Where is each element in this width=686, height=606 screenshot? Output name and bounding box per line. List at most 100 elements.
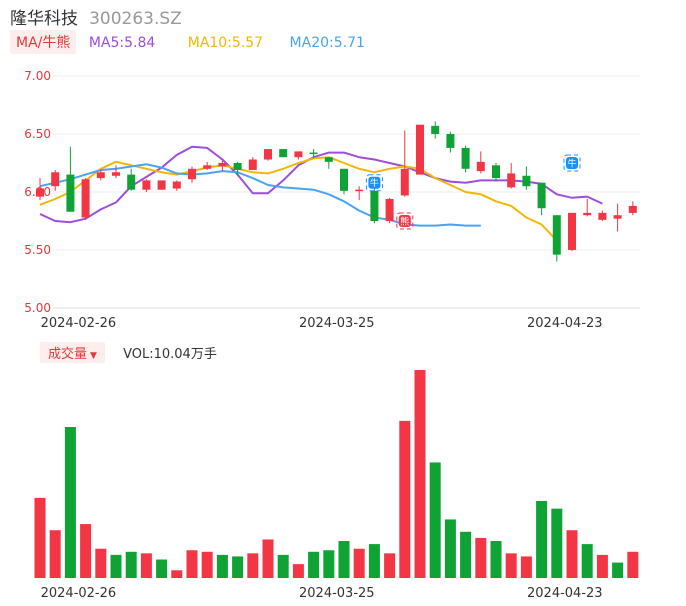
volume-bar	[384, 553, 396, 578]
marker-label: 牛	[370, 177, 379, 189]
x-tick-label: 2024-04-23	[527, 316, 603, 331]
ma-indicator-tab[interactable]: MA/牛熊	[10, 30, 77, 54]
marker-label: 牛	[567, 158, 576, 170]
candle-body	[431, 125, 440, 134]
volume-bar	[566, 530, 578, 578]
volume-bar	[414, 370, 426, 578]
volume-bar	[171, 570, 183, 578]
bull-bear-markers: 牛熊 牛	[365, 154, 581, 230]
volume-tab-label: 成交量	[48, 347, 88, 362]
candle-body	[416, 124, 424, 175]
volume-bar	[490, 541, 502, 578]
volume-bar	[475, 537, 487, 578]
volume-bar	[429, 462, 441, 578]
candle-body	[51, 172, 60, 187]
ma10-legend-label: MA10:5.57	[187, 35, 264, 51]
marker-badge	[398, 215, 411, 227]
volume-bar	[338, 541, 350, 578]
date-axis-bottom: 2024-02-26 2024-03-25 2024-04-23	[41, 586, 603, 601]
candle-body	[218, 163, 227, 167]
candle-body	[461, 147, 470, 169]
volume-bars	[34, 370, 639, 578]
candle-body	[112, 172, 120, 176]
marker-badge	[368, 176, 381, 189]
volume-bar	[292, 564, 304, 578]
stock-name: 隆华科技	[10, 9, 78, 29]
candle-body	[127, 174, 136, 190]
candle-body	[279, 149, 288, 158]
volume-bar	[536, 500, 548, 578]
volume-bar	[277, 554, 289, 578]
volume-bar	[444, 519, 456, 578]
dropdown-caret-icon: ▼	[90, 351, 97, 361]
candle-body	[522, 175, 531, 187]
candle-body	[583, 212, 592, 216]
candle-body	[233, 163, 242, 170]
volume-bar	[262, 539, 274, 578]
candle-body	[370, 190, 379, 221]
candle-body	[537, 182, 546, 209]
candle-body	[248, 159, 257, 170]
ma5-legend-label: MA5:5.84	[88, 35, 156, 51]
volume-bar	[156, 559, 168, 578]
volume-bar	[201, 551, 213, 578]
volume-indicator-tab[interactable]: 成交量 ▼	[40, 342, 105, 363]
candle-body	[340, 168, 348, 191]
x-tick-label: 2024-02-26	[41, 586, 117, 601]
volume-bar	[95, 548, 107, 578]
volume-bar	[110, 554, 122, 578]
volume-bar	[612, 562, 624, 578]
volume-bar	[80, 524, 92, 578]
volume-bar	[247, 553, 259, 578]
volume-bar	[64, 427, 76, 578]
candle-body	[355, 189, 364, 192]
volume-bar	[216, 554, 228, 578]
moving-average-lines	[39, 145, 603, 242]
y-tick-label: 6.50	[24, 127, 51, 141]
candle-body	[264, 149, 272, 160]
volume-bar	[551, 508, 563, 578]
candle-body	[613, 215, 622, 219]
candle-body	[294, 151, 303, 158]
marker-label: 熊	[400, 216, 409, 228]
volume-bar	[125, 551, 137, 578]
candle-body	[492, 165, 500, 179]
ma20-legend-label: MA20:5.71	[289, 35, 365, 51]
x-tick-label: 2024-03-25	[299, 586, 375, 601]
ma10-line	[39, 156, 558, 242]
y-tick-label: 7.00	[24, 69, 51, 83]
volume-bar	[505, 553, 517, 578]
price-axis: 5.005.506.006.507.00	[24, 69, 51, 315]
volume-bar	[232, 556, 244, 578]
candle-body	[188, 168, 196, 180]
candle-body	[142, 180, 151, 190]
x-tick-label: 2024-04-23	[527, 586, 603, 601]
candle-body	[446, 134, 455, 148]
volume-bar	[308, 551, 320, 578]
candle-body	[172, 181, 181, 189]
volume-legend: 成交量 ▼ VOL:10.04万手	[40, 342, 217, 363]
y-tick-label: 5.50	[24, 243, 51, 257]
candle-body	[598, 212, 607, 220]
candle-body	[203, 165, 212, 169]
candle-body	[96, 172, 105, 179]
volume-bar	[186, 550, 198, 578]
volume-bar	[34, 497, 46, 578]
volume-bar	[323, 550, 335, 578]
volume-bar	[520, 556, 532, 578]
volume-bar	[581, 544, 593, 578]
volume-bar	[368, 544, 380, 578]
date-axis-top: 2024-02-26 2024-03-25 2024-04-23	[41, 316, 603, 331]
candle-body	[157, 180, 166, 190]
candle-body	[552, 215, 561, 255]
x-tick-label: 2024-03-25	[299, 316, 375, 331]
candle-body	[324, 157, 333, 162]
candles	[36, 121, 637, 262]
volume-bar	[140, 553, 152, 578]
volume-bar	[353, 548, 365, 578]
candle-body	[66, 174, 75, 212]
candle-body	[309, 152, 318, 155]
volume-bar	[596, 554, 608, 578]
volume-bar	[49, 530, 61, 578]
